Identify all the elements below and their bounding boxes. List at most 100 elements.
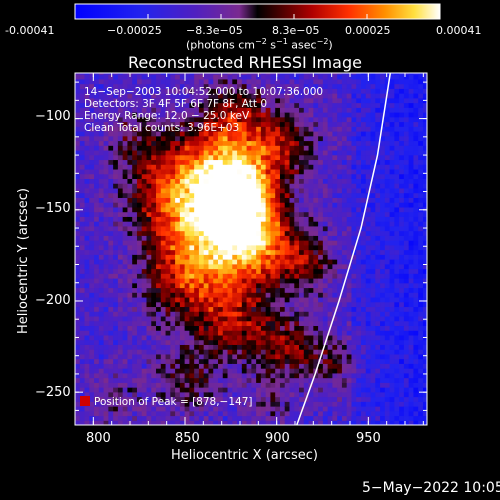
heatmap-cell: [237, 249, 243, 255]
heatmap-cell: [136, 135, 143, 142]
heatmap-cell: [284, 372, 291, 379]
heatmap-cell: [289, 249, 295, 255]
heatmap-cell: [270, 88, 276, 94]
heatmap-cell: [294, 254, 300, 260]
heatmap-cell: [270, 112, 276, 118]
heatmap-cell: [184, 296, 190, 303]
heatmap-cell: [108, 112, 114, 118]
heatmap-cell: [194, 93, 200, 99]
heatmap-cell: [265, 244, 272, 251]
heatmap-cell: [361, 377, 367, 383]
heatmap-cell: [351, 149, 357, 156]
heatmap-cell: [84, 287, 90, 293]
heatmap-cell: [146, 135, 152, 142]
heatmap-cell: [322, 344, 329, 350]
heatmap-cell: [198, 296, 205, 303]
heatmap-cell: [222, 73, 229, 75]
heatmap-cell: [380, 164, 386, 170]
heatmap-cell: [294, 135, 300, 142]
heatmap-cell: [246, 74, 252, 80]
heatmap-cell: [175, 301, 181, 308]
heatmap-cell: [108, 192, 114, 198]
heatmap-cell: [151, 230, 157, 236]
heatmap-cell: [327, 344, 333, 350]
heatmap-cell: [218, 325, 224, 331]
heatmap-cell: [79, 154, 86, 161]
heatmap-cell: [94, 273, 100, 279]
heatmap-cell: [156, 164, 162, 170]
heatmap-cell: [251, 164, 257, 170]
heatmap-cell: [113, 268, 119, 274]
heatmap-cell: [370, 145, 376, 151]
heatmap-cell: [122, 178, 129, 184]
colorbar-tick-label: 0.00041: [436, 24, 482, 37]
heatmap-cell: [108, 263, 114, 270]
heatmap-cell: [241, 315, 248, 322]
heatmap-cell: [384, 301, 391, 308]
heatmap-cell: [79, 306, 86, 312]
heatmap-cell: [260, 387, 267, 393]
heatmap-cell: [241, 183, 248, 189]
heatmap-cell: [361, 401, 367, 407]
heatmap-cell: [260, 102, 267, 108]
heatmap-cell: [103, 197, 109, 203]
heatmap-cell: [122, 121, 129, 127]
heatmap-cell: [294, 97, 300, 104]
heatmap-cell: [327, 211, 333, 217]
heatmap-cell: [337, 145, 343, 151]
heatmap-cell: [370, 358, 376, 364]
heatmap-cell: [318, 97, 324, 104]
heatmap-cell: [356, 102, 362, 108]
heatmap-cell: [356, 240, 362, 246]
heatmap-cell: [370, 339, 376, 345]
heatmap-cell: [127, 372, 133, 379]
heatmap-cell: [351, 278, 357, 284]
heatmap-cell: [337, 415, 343, 421]
heatmap-cell: [98, 230, 105, 236]
heatmap-cell: [208, 363, 214, 369]
heatmap-cell: [84, 230, 90, 236]
heatmap-cell: [170, 282, 176, 289]
heatmap-cell: [303, 73, 310, 75]
heatmap-cell: [108, 330, 114, 336]
heatmap-cell: [156, 154, 162, 161]
heatmap-cell: [203, 334, 210, 341]
heatmap-cell: [294, 131, 300, 137]
heatmap-cell: [246, 216, 252, 222]
heatmap-cell: [246, 73, 252, 75]
heatmap-cell: [141, 145, 148, 151]
heatmap-cell: [246, 230, 252, 236]
heatmap-cell: [265, 278, 272, 284]
heatmap-cell: [227, 107, 233, 113]
heatmap-cell: [351, 178, 357, 184]
heatmap-cell: [341, 311, 348, 317]
heatmap-cell: [75, 325, 81, 331]
heatmap-cell: [89, 339, 95, 345]
heatmap-cell: [356, 406, 362, 412]
heatmap-cell: [108, 126, 114, 132]
heatmap-cell: [318, 259, 324, 265]
heatmap-cell: [365, 296, 372, 303]
heatmap-cell: [156, 263, 162, 270]
heatmap-cell: [175, 225, 181, 232]
heatmap-cell: [146, 410, 152, 417]
heatmap-cell: [332, 225, 338, 232]
heatmap-cell: [184, 382, 190, 388]
heatmap-cell: [232, 131, 238, 137]
heatmap-cell: [384, 74, 391, 80]
heatmap-cell: [122, 235, 129, 241]
heatmap-cell: [165, 263, 171, 270]
heatmap-cell: [108, 93, 114, 99]
heatmap-cell: [75, 83, 81, 89]
heatmap-cell: [256, 107, 262, 113]
heatmap-cell: [256, 249, 262, 255]
heatmap-cell: [146, 263, 152, 270]
heatmap-cell: [251, 145, 257, 151]
heatmap-cell: [299, 107, 305, 113]
heatmap-cell: [237, 192, 243, 198]
heatmap-cell: [98, 107, 105, 113]
heatmap-cell: [218, 244, 224, 251]
heatmap-cell: [222, 83, 229, 89]
heatmap-cell: [146, 387, 152, 393]
heatmap-cell: [165, 349, 171, 355]
